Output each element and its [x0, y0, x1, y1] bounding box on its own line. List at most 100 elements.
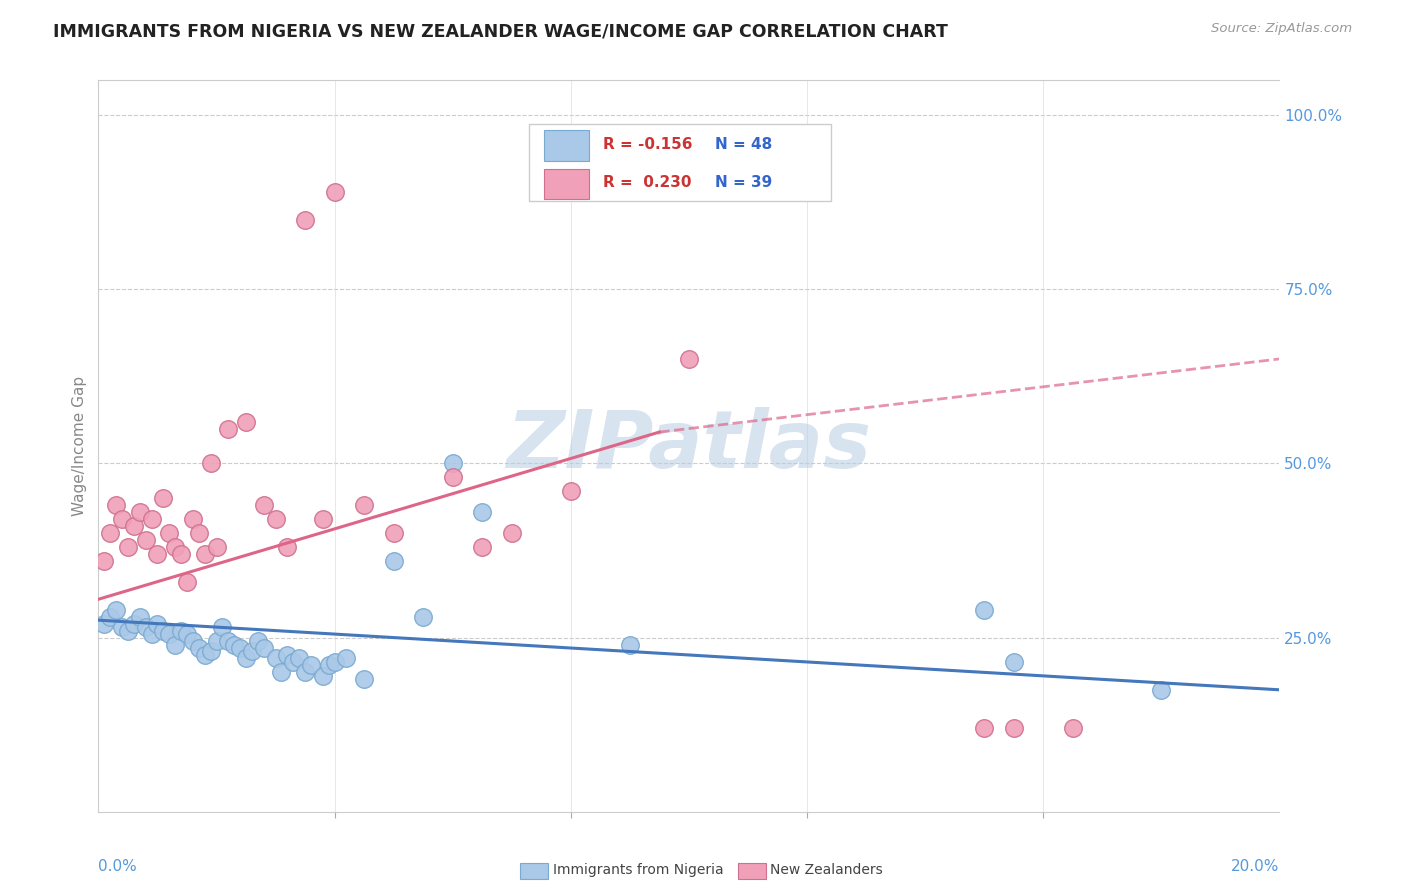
Point [181, 634, 204, 648]
Point [323, 655, 346, 669]
Point [264, 651, 287, 665]
Point [205, 634, 228, 648]
Point [235, 651, 257, 665]
Point [122, 519, 145, 533]
Point [157, 627, 180, 641]
Point [187, 526, 209, 541]
Point [253, 498, 276, 512]
Text: N = 39: N = 39 [714, 175, 772, 190]
Point [105, 498, 128, 512]
Point [382, 554, 405, 568]
Point [105, 603, 128, 617]
Point [312, 512, 335, 526]
Text: IMMIGRANTS FROM NIGERIA VS NEW ZEALANDER WAGE/INCOME GAP CORRELATION CHART: IMMIGRANTS FROM NIGERIA VS NEW ZEALANDER… [53, 22, 948, 40]
Point [382, 526, 405, 541]
Point [93, 554, 115, 568]
Point [194, 648, 217, 662]
Text: N = 48: N = 48 [714, 136, 772, 152]
Point [441, 470, 464, 484]
Point [135, 620, 157, 634]
Point [283, 655, 305, 669]
Point [619, 638, 641, 652]
Point [176, 627, 198, 641]
Point [170, 547, 193, 561]
Text: R =  0.230: R = 0.230 [603, 175, 692, 190]
Point [224, 638, 246, 652]
Text: ZIPatlas: ZIPatlas [506, 407, 872, 485]
Point [276, 648, 298, 662]
Point [141, 512, 163, 526]
Point [200, 457, 222, 471]
Point [299, 658, 322, 673]
Point [973, 603, 995, 617]
Point [98, 526, 121, 541]
Point [246, 634, 269, 648]
Point [176, 574, 198, 589]
Point [471, 540, 494, 554]
Point [211, 620, 233, 634]
Point [117, 540, 139, 554]
Point [353, 498, 375, 512]
Point [471, 505, 494, 519]
Point [678, 351, 700, 366]
Point [353, 673, 375, 687]
Point [117, 624, 139, 638]
Point [1002, 655, 1025, 669]
Point [200, 644, 222, 658]
Text: R = -0.156: R = -0.156 [603, 136, 692, 152]
Point [111, 512, 134, 526]
FancyBboxPatch shape [544, 130, 589, 161]
Point [122, 616, 145, 631]
FancyBboxPatch shape [530, 124, 831, 201]
Point [264, 512, 287, 526]
Point [165, 638, 187, 652]
Point [335, 651, 357, 665]
Point [501, 526, 523, 541]
Point [276, 540, 298, 554]
Point [187, 640, 209, 655]
Point [294, 665, 316, 680]
Point [170, 624, 193, 638]
Point [217, 421, 239, 435]
Point [217, 634, 239, 648]
Point [146, 547, 169, 561]
Point [973, 721, 995, 735]
Point [1062, 721, 1084, 735]
Point [253, 640, 276, 655]
Point [796, 178, 818, 192]
Point [98, 609, 121, 624]
Point [318, 658, 340, 673]
Point [128, 505, 150, 519]
Point [441, 457, 464, 471]
Point [141, 627, 163, 641]
Point [1150, 682, 1173, 697]
Text: Source: ZipAtlas.com: Source: ZipAtlas.com [1212, 22, 1353, 36]
Point [294, 212, 316, 227]
Point [270, 665, 292, 680]
Point [235, 415, 257, 429]
Point [323, 185, 346, 199]
Point [111, 620, 134, 634]
Text: 20.0%: 20.0% [1232, 859, 1279, 874]
Point [135, 533, 157, 547]
Point [288, 651, 311, 665]
Text: Immigrants from Nigeria: Immigrants from Nigeria [553, 863, 723, 877]
Point [165, 540, 187, 554]
FancyBboxPatch shape [544, 169, 589, 200]
Point [128, 609, 150, 624]
Text: New Zealanders: New Zealanders [770, 863, 883, 877]
Point [157, 526, 180, 541]
Point [152, 624, 174, 638]
Point [93, 616, 115, 631]
Point [229, 640, 252, 655]
Point [181, 512, 204, 526]
Point [312, 669, 335, 683]
Point [205, 540, 228, 554]
Point [146, 616, 169, 631]
Y-axis label: Wage/Income Gap: Wage/Income Gap [72, 376, 87, 516]
Point [412, 609, 434, 624]
Point [194, 547, 217, 561]
Point [560, 484, 582, 499]
Point [240, 644, 263, 658]
Text: 0.0%: 0.0% [98, 859, 138, 874]
